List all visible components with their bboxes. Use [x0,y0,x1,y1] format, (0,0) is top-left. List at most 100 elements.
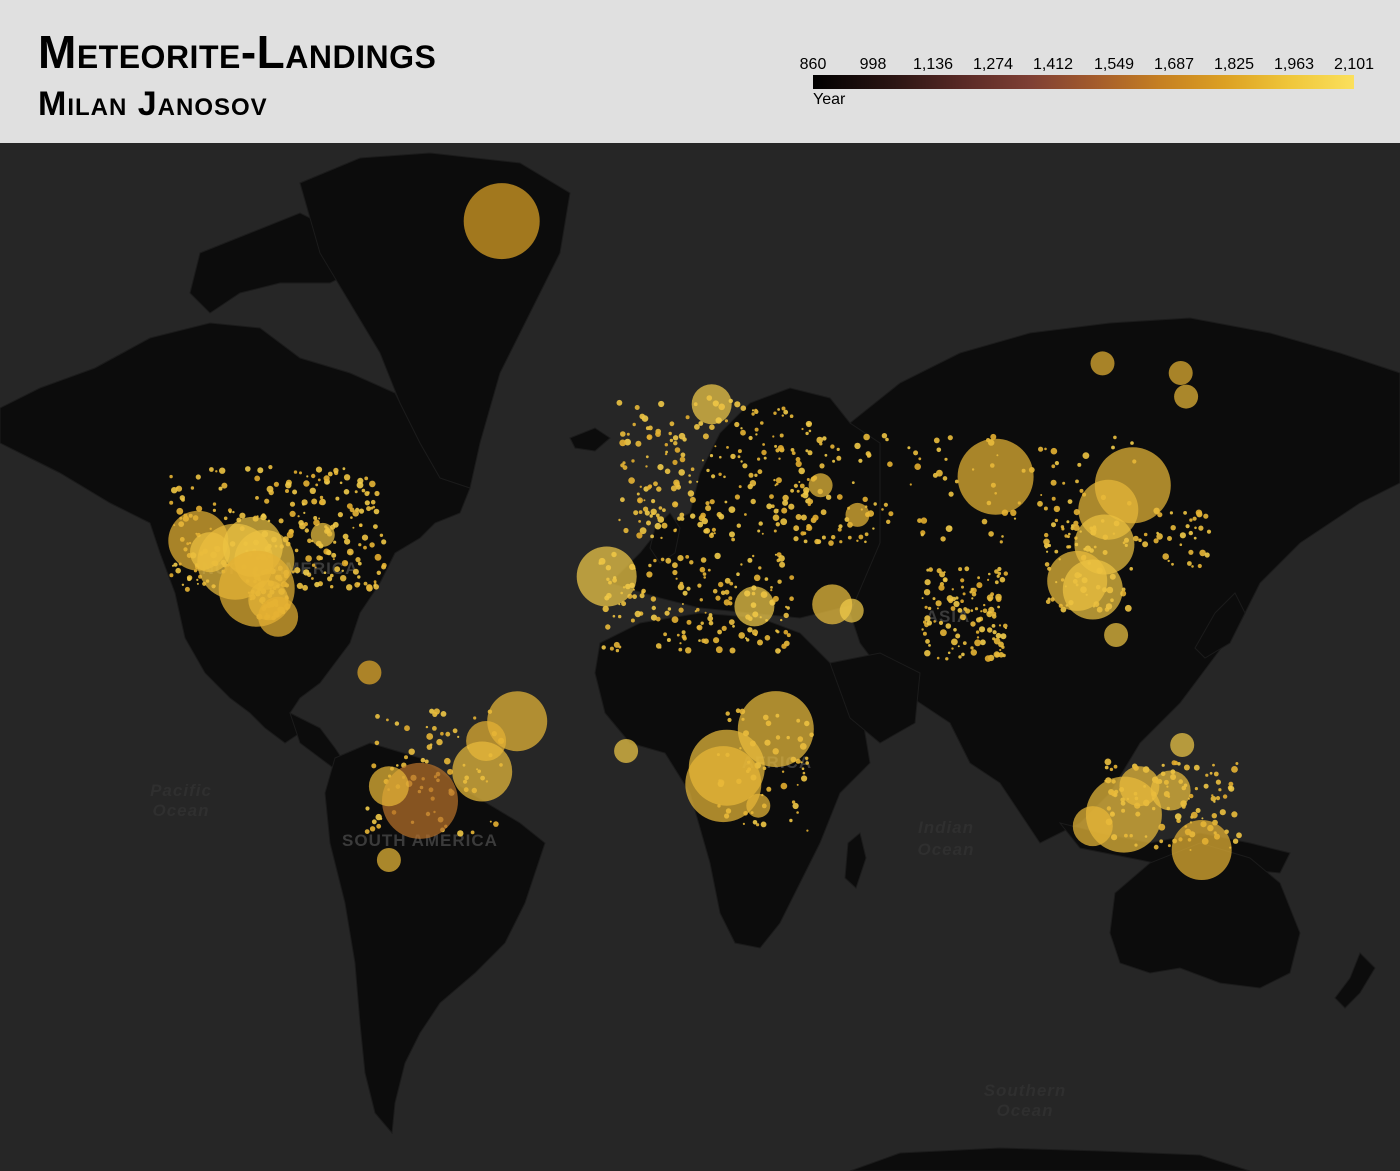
meteorite-point[interactable] [1072,806,1113,847]
small-meteorite-dot [747,483,753,490]
small-meteorite-dot [802,492,809,499]
meteorite-point[interactable] [310,522,335,547]
small-meteorite-dot [762,443,765,446]
small-meteorite-dot [361,488,366,493]
meteorite-point[interactable] [737,691,814,768]
meteorite-point[interactable] [746,793,771,818]
small-meteorite-dot [1038,446,1044,452]
small-meteorite-dot [344,538,351,545]
small-meteorite-dot [737,455,741,459]
small-meteorite-dot [636,532,643,539]
meteorite-point[interactable] [452,741,513,802]
small-meteorite-dot [913,450,919,456]
meteorite-point[interactable] [1119,766,1160,807]
meteorite-point[interactable] [808,473,833,498]
small-meteorite-dot [715,595,721,601]
meteorite-point[interactable] [1168,361,1193,385]
small-meteorite-dot [970,649,977,656]
small-meteorite-dot [686,586,691,591]
small-meteorite-dot [643,506,649,512]
small-meteorite-dot [728,506,736,513]
small-meteorite-dot [373,584,376,587]
small-meteorite-dot [922,631,927,636]
small-meteorite-dot [812,514,819,521]
small-meteorite-dot [729,647,736,654]
small-meteorite-dot [656,486,662,492]
small-meteorite-dot [971,591,977,597]
small-meteorite-dot [303,511,306,514]
small-meteorite-dot [772,514,780,521]
meteorite-point[interactable] [845,502,870,527]
small-meteorite-dot [872,527,875,530]
small-meteorite-dot [863,433,870,441]
small-meteorite-dot [806,478,810,481]
small-meteorite-dot [648,563,652,568]
meteorite-point[interactable] [576,546,637,607]
small-meteorite-dot [638,510,643,514]
meteorite-point[interactable] [1090,351,1115,376]
small-meteorite-dot [278,518,284,524]
small-meteorite-dot [330,585,334,589]
meteorite-point[interactable] [1150,770,1191,811]
meteorite-point[interactable] [685,746,762,823]
small-meteorite-dot [1193,764,1200,771]
small-meteorite-dot [778,457,781,460]
small-meteorite-dot [638,520,641,523]
small-meteorite-dot [679,456,686,463]
small-meteorite-dot [332,558,335,561]
small-meteorite-dot [773,478,776,482]
meteorite-point[interactable] [734,586,775,627]
small-meteorite-dot [942,476,948,481]
small-meteorite-dot [747,557,753,563]
meteorite-point[interactable] [258,596,299,637]
meteorite-point[interactable] [691,384,732,425]
small-meteorite-dot [289,510,296,517]
small-meteorite-dot [998,624,1002,627]
small-meteorite-dot [1050,479,1057,486]
world-map[interactable]: NORTH AMERICA SOUTH AMERICA AFRICA ASIA … [0,143,1400,1171]
meteorite-point[interactable] [463,183,540,260]
small-meteorite-dot [775,482,779,486]
small-meteorite-dot [676,633,680,637]
small-meteorite-dot [735,708,741,713]
small-meteorite-dot [819,463,825,469]
small-meteorite-dot [294,548,299,553]
meteorite-point[interactable] [1171,820,1232,880]
small-meteorite-dot [292,489,298,495]
small-meteorite-dot [999,648,1002,652]
small-meteorite-dot [763,456,767,460]
small-meteorite-dot [294,567,301,574]
small-meteorite-dot [777,445,784,452]
small-meteorite-dot [1211,813,1218,819]
small-meteorite-dot [658,400,665,408]
meteorite-point[interactable] [1174,384,1199,409]
meteorite-point[interactable] [614,739,639,763]
small-meteorite-dot [646,485,652,490]
small-meteorite-dot [375,714,380,719]
small-meteorite-dot [341,560,349,567]
meteorite-point[interactable] [1170,733,1195,757]
small-meteorite-dot [626,432,630,436]
small-meteorite-dot [711,474,716,479]
small-meteorite-dot [268,465,273,470]
small-meteorite-dot [946,595,954,602]
small-meteorite-dot [333,540,337,544]
meteorite-point[interactable] [1104,623,1129,647]
meteorite-point[interactable] [839,598,864,623]
small-meteorite-dot [977,576,980,580]
small-meteorite-dot [1130,441,1134,445]
iceland [569,427,611,452]
meteorite-point[interactable] [376,848,401,872]
small-meteorite-dot [774,444,778,448]
meteorite-point[interactable] [957,438,1034,515]
small-meteorite-dot [1156,533,1163,540]
small-meteorite-dot [924,650,931,657]
small-meteorite-dot [819,442,823,446]
meteorite-point[interactable] [368,766,409,807]
meteorite-point[interactable] [357,660,382,685]
small-meteorite-dot [987,611,991,615]
small-meteorite-dot [724,500,728,504]
small-meteorite-dot [669,438,674,443]
meteorite-point[interactable] [1062,559,1123,620]
small-meteorite-dot [646,520,651,526]
